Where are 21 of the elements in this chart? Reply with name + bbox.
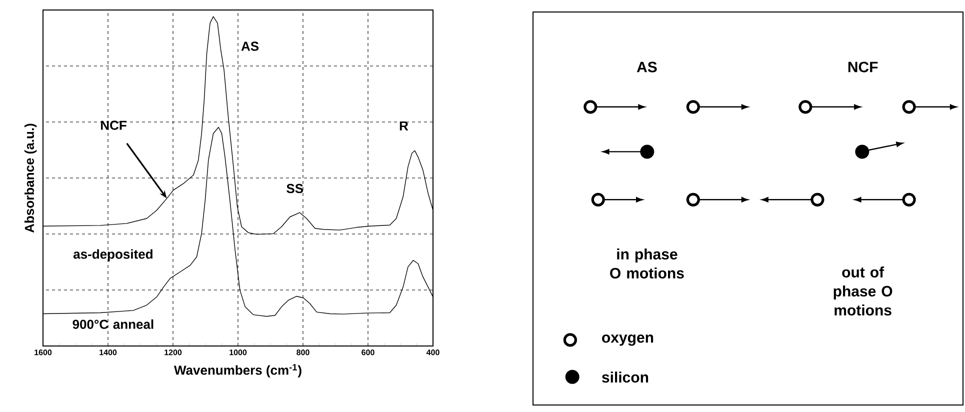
annotation: NCF bbox=[101, 120, 126, 130]
x-axis-title: Wavenumbers (cm$^{-1}$) bbox=[174, 364, 302, 378]
text: oxygen bbox=[602, 334, 654, 346]
x-tick-label: 800 bbox=[296, 350, 310, 356]
x-tick-label: 1000 bbox=[230, 350, 247, 356]
text: in phase O motions bbox=[610, 248, 684, 279]
series-label: 900°C anneal bbox=[72, 319, 154, 329]
x-tick-label: 1400 bbox=[100, 350, 117, 356]
series-label: as-deposited bbox=[73, 249, 152, 262]
x-tick-label: 600 bbox=[362, 350, 374, 356]
text: silicon bbox=[602, 372, 648, 383]
text: AS bbox=[636, 62, 657, 72]
x-tick-label: 1200 bbox=[164, 350, 182, 356]
x-tick-label: 400 bbox=[426, 350, 440, 356]
y-axis-title: Absorbance (a.u.) bbox=[24, 124, 37, 233]
annotation: SS bbox=[286, 184, 304, 194]
x-tick-label: 1600 bbox=[34, 350, 52, 356]
annotation: AS bbox=[241, 42, 259, 51]
text: NCF bbox=[848, 62, 878, 72]
text: out of phase O motions bbox=[834, 266, 892, 316]
annotation: R bbox=[400, 121, 408, 130]
